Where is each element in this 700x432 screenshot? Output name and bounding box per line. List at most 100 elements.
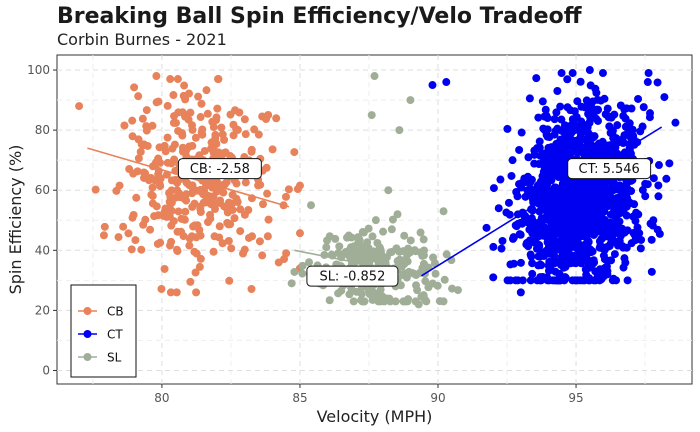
data-point-ct: [538, 159, 547, 168]
data-point-ct: [528, 259, 537, 268]
data-point-ct: [551, 127, 560, 136]
data-point-ct: [530, 238, 539, 247]
data-point-cb: [120, 121, 129, 130]
data-point-sl: [334, 289, 343, 298]
data-point-ct: [598, 244, 607, 253]
data-point-ct: [613, 121, 622, 130]
data-point-ct: [671, 118, 680, 127]
data-point-cb: [203, 218, 212, 227]
data-point-cb: [99, 231, 108, 240]
data-point-sl: [400, 231, 409, 240]
data-point-ct: [546, 228, 555, 237]
data-point-cb: [224, 236, 233, 245]
data-point-ct: [538, 97, 547, 106]
data-point-cb: [139, 141, 148, 150]
data-point-cb: [247, 147, 256, 156]
data-point-ct: [639, 103, 648, 112]
data-point-cb: [197, 99, 206, 108]
data-point-sl: [433, 281, 442, 290]
data-point-ct: [637, 235, 646, 244]
data-point-cb: [152, 98, 161, 107]
data-point-ct: [568, 69, 577, 78]
data-point-cb: [188, 121, 197, 130]
data-point-ct: [586, 195, 595, 204]
data-point-ct: [542, 168, 551, 177]
data-point-ct: [606, 239, 615, 248]
annotations: CB: -2.58 CT: 5.546 SL: -0.852: [177, 158, 652, 287]
data-point-cb: [128, 116, 137, 125]
data-point-sl: [418, 264, 427, 273]
data-point-cb: [281, 192, 290, 201]
data-point-ct: [593, 116, 602, 125]
data-point-ct: [576, 77, 585, 86]
data-point-ct: [482, 223, 491, 232]
data-point-ct: [573, 97, 582, 106]
data-point-ct: [508, 156, 517, 165]
data-point-sl: [412, 271, 421, 280]
data-point-sl: [431, 269, 440, 278]
data-point-ct: [546, 210, 555, 219]
data-point-sl: [376, 285, 385, 294]
data-point-cb: [151, 176, 160, 185]
data-point-ct: [571, 236, 580, 245]
data-point-ct: [638, 186, 647, 195]
data-point-cb: [240, 115, 249, 124]
data-point-ct: [511, 276, 520, 285]
data-point-sl: [406, 236, 415, 245]
data-point-cb: [284, 185, 293, 194]
data-point-cb: [177, 227, 186, 236]
data-point-sl: [439, 207, 448, 216]
data-point-ct: [489, 273, 498, 282]
data-point-ct: [504, 198, 513, 207]
data-point-ct: [552, 108, 561, 117]
data-point-ct: [516, 258, 525, 267]
legend-label-ct: CT: [107, 328, 123, 342]
data-point-sl: [325, 232, 334, 241]
data-point-ct: [587, 247, 596, 256]
y-tick-label: 60: [35, 183, 50, 197]
data-point-ct: [528, 195, 537, 204]
data-point-ct: [589, 132, 598, 141]
data-point-sl: [402, 273, 411, 282]
data-point-cb: [171, 193, 180, 202]
data-point-ct: [532, 74, 541, 83]
data-point-sl: [344, 231, 353, 240]
data-point-cb: [295, 181, 304, 190]
data-point-sl: [421, 277, 430, 286]
data-point-ct: [521, 211, 530, 220]
data-point-sl: [335, 242, 344, 251]
data-point-sl: [414, 300, 423, 309]
data-point-ct: [524, 153, 533, 162]
data-point-sl: [377, 251, 386, 260]
data-point-ct: [660, 93, 669, 102]
data-point-ct: [579, 188, 588, 197]
data-point-ct: [619, 139, 628, 148]
data-point-sl: [416, 228, 425, 237]
data-point-cb: [181, 95, 190, 104]
data-point-ct: [562, 150, 571, 159]
data-point-cb: [163, 101, 172, 110]
data-point-cb: [213, 75, 222, 84]
data-point-sl: [298, 269, 307, 278]
data-point-cb: [193, 221, 202, 230]
data-point-ct: [573, 208, 582, 217]
data-point-sl: [388, 215, 397, 224]
data-point-sl: [345, 290, 354, 299]
data-point-ct: [535, 276, 544, 285]
data-point-ct: [577, 102, 586, 111]
data-point-cb: [263, 232, 272, 241]
data-point-ct: [583, 141, 592, 150]
data-point-cb: [240, 210, 249, 219]
data-point-ct: [557, 115, 566, 124]
data-point-ct: [610, 110, 619, 119]
data-point-cb: [194, 92, 203, 101]
data-point-ct: [599, 141, 608, 150]
data-point-cb: [166, 241, 175, 250]
data-point-ct: [528, 226, 537, 235]
data-point-ct: [528, 269, 537, 278]
data-point-cb: [229, 131, 238, 140]
data-point-sl: [453, 286, 462, 295]
data-point-ct: [538, 149, 547, 158]
data-point-cb: [241, 178, 250, 187]
data-point-cb: [274, 258, 283, 267]
